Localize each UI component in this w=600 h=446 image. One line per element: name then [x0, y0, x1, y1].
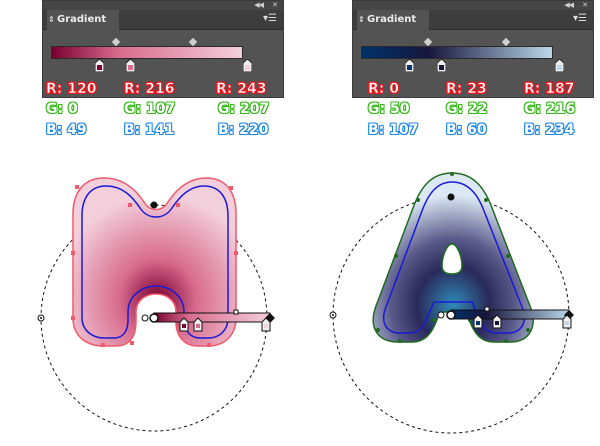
stop-1-blue-value: B: 49 — [46, 122, 87, 138]
stop-3-blue-value: B: 220 — [218, 122, 269, 138]
panel-menu-icon[interactable]: ▾☰ — [573, 13, 587, 24]
pink-anchor-points — [71, 185, 238, 347]
pink-letter-group[interactable] — [37, 177, 275, 432]
close-icon[interactable]: ✕ — [272, 1, 278, 9]
stop-3-green-value: G: 216 — [524, 101, 576, 117]
annotator-stop-3 — [261, 317, 271, 332]
gradient-slider-bar[interactable] — [361, 46, 553, 59]
tab-gradient-label: Gradient — [367, 14, 417, 25]
stop-3-green-value: G: 207 — [218, 101, 270, 117]
blue-inner-path — [382, 181, 526, 334]
gradient-panel-right: ◀◀ ✕ ⇕ Gradient ▾☰ — [352, 0, 594, 98]
stop-1-red-value: R: 120 — [46, 81, 97, 98]
annotator-stop-3 — [562, 314, 572, 329]
gradient-stop-3[interactable] — [555, 59, 564, 72]
gradient-aspect-handle[interactable] — [150, 201, 158, 209]
annotator-stop-2 — [193, 317, 203, 332]
gradient-stop-3[interactable] — [243, 59, 252, 72]
stop-2-green-value: G: 107 — [124, 101, 176, 117]
gradient-stop-2[interactable] — [437, 59, 446, 72]
gradient-panel-left: ◀◀ ✕ ⇕ Gradient ▾☰ — [42, 0, 284, 98]
stop-3-blue-value: B: 234 — [524, 122, 575, 138]
gradient-slider-bar[interactable] — [51, 46, 243, 59]
double-chevron-left-icon[interactable]: ◀◀ — [254, 1, 264, 9]
close-icon[interactable]: ✕ — [582, 1, 588, 9]
up-down-arrows-icon: ⇕ — [48, 15, 55, 24]
annotator-stop-1 — [179, 317, 189, 332]
stop-3-red-value: R: 243 — [216, 81, 267, 98]
panel-top-strip — [43, 1, 283, 10]
stop-1-red-value: R: 0 — [368, 81, 400, 98]
annotator-stop-2 — [492, 314, 502, 329]
annotator-stop-1 — [473, 314, 483, 329]
gradient-stop-1[interactable] — [95, 59, 104, 72]
tab-gradient[interactable]: ⇕ Gradient — [357, 10, 429, 30]
stop-1-blue-value: B: 107 — [368, 122, 419, 138]
double-chevron-left-icon[interactable]: ◀◀ — [564, 1, 574, 9]
up-down-arrows-icon: ⇕ — [358, 15, 365, 24]
gradient-annotator[interactable] — [437, 306, 574, 329]
blue-letter-group[interactable] — [329, 172, 574, 434]
gradient-annotator[interactable] — [141, 309, 275, 332]
stop-2-red-value: R: 23 — [446, 81, 487, 98]
panel-top-strip — [353, 1, 593, 10]
stop-1-green-value: G: 0 — [46, 101, 78, 117]
gradient-stop-2[interactable] — [126, 59, 135, 72]
panel-menu-icon[interactable]: ▾☰ — [263, 13, 277, 24]
gradient-origin-handle — [149, 313, 159, 323]
stop-2-green-value: G: 22 — [446, 101, 488, 117]
pink-letter-shape[interactable] — [72, 177, 237, 347]
stop-2-blue-value: B: 141 — [124, 122, 175, 138]
stop-2-red-value: R: 216 — [124, 81, 175, 98]
stop-3-red-value: R: 187 — [524, 81, 575, 98]
gradient-aspect-handle[interactable] — [447, 193, 455, 201]
stop-2-blue-value: B: 60 — [446, 122, 487, 138]
gradient-stop-1[interactable] — [405, 59, 414, 72]
tab-gradient-label: Gradient — [57, 14, 107, 25]
tab-gradient[interactable]: ⇕ Gradient — [47, 10, 119, 30]
gradient-origin-handle — [446, 310, 456, 320]
stop-1-green-value: G: 50 — [368, 101, 410, 117]
